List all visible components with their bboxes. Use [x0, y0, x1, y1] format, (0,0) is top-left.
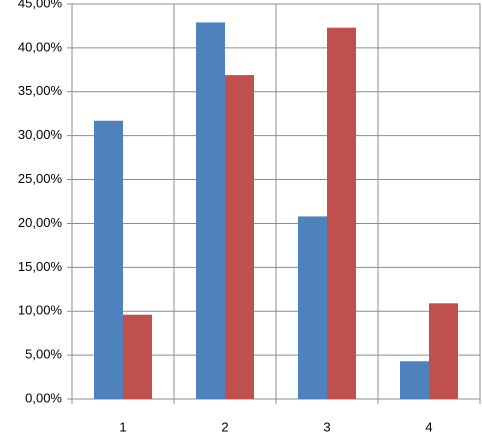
y-tick-label: 10,00%	[18, 303, 63, 318]
y-tick-label: 0,00%	[25, 390, 62, 405]
y-tick-label: 5,00%	[25, 347, 62, 362]
y-tick-label: 20,00%	[18, 215, 63, 230]
plot-border	[71, 3, 481, 400]
y-tick-label: 30,00%	[18, 127, 63, 142]
x-tick-label: 1	[119, 419, 126, 434]
bar	[225, 75, 254, 399]
bar	[327, 27, 356, 399]
bar	[298, 216, 327, 399]
bar	[196, 22, 225, 400]
bar	[400, 361, 429, 399]
bar	[123, 314, 152, 399]
bar	[429, 303, 458, 399]
y-tick-label: 45,00%	[18, 0, 63, 10]
y-tick-label: 25,00%	[18, 171, 63, 186]
x-tick-label: 4	[425, 419, 432, 434]
y-tick-label: 15,00%	[18, 259, 63, 274]
x-tick-label: 2	[221, 419, 228, 434]
x-tick-label: 3	[323, 419, 330, 434]
y-tick-label: 35,00%	[18, 83, 63, 98]
bar	[94, 120, 123, 399]
y-tick-label: 40,00%	[18, 39, 63, 54]
